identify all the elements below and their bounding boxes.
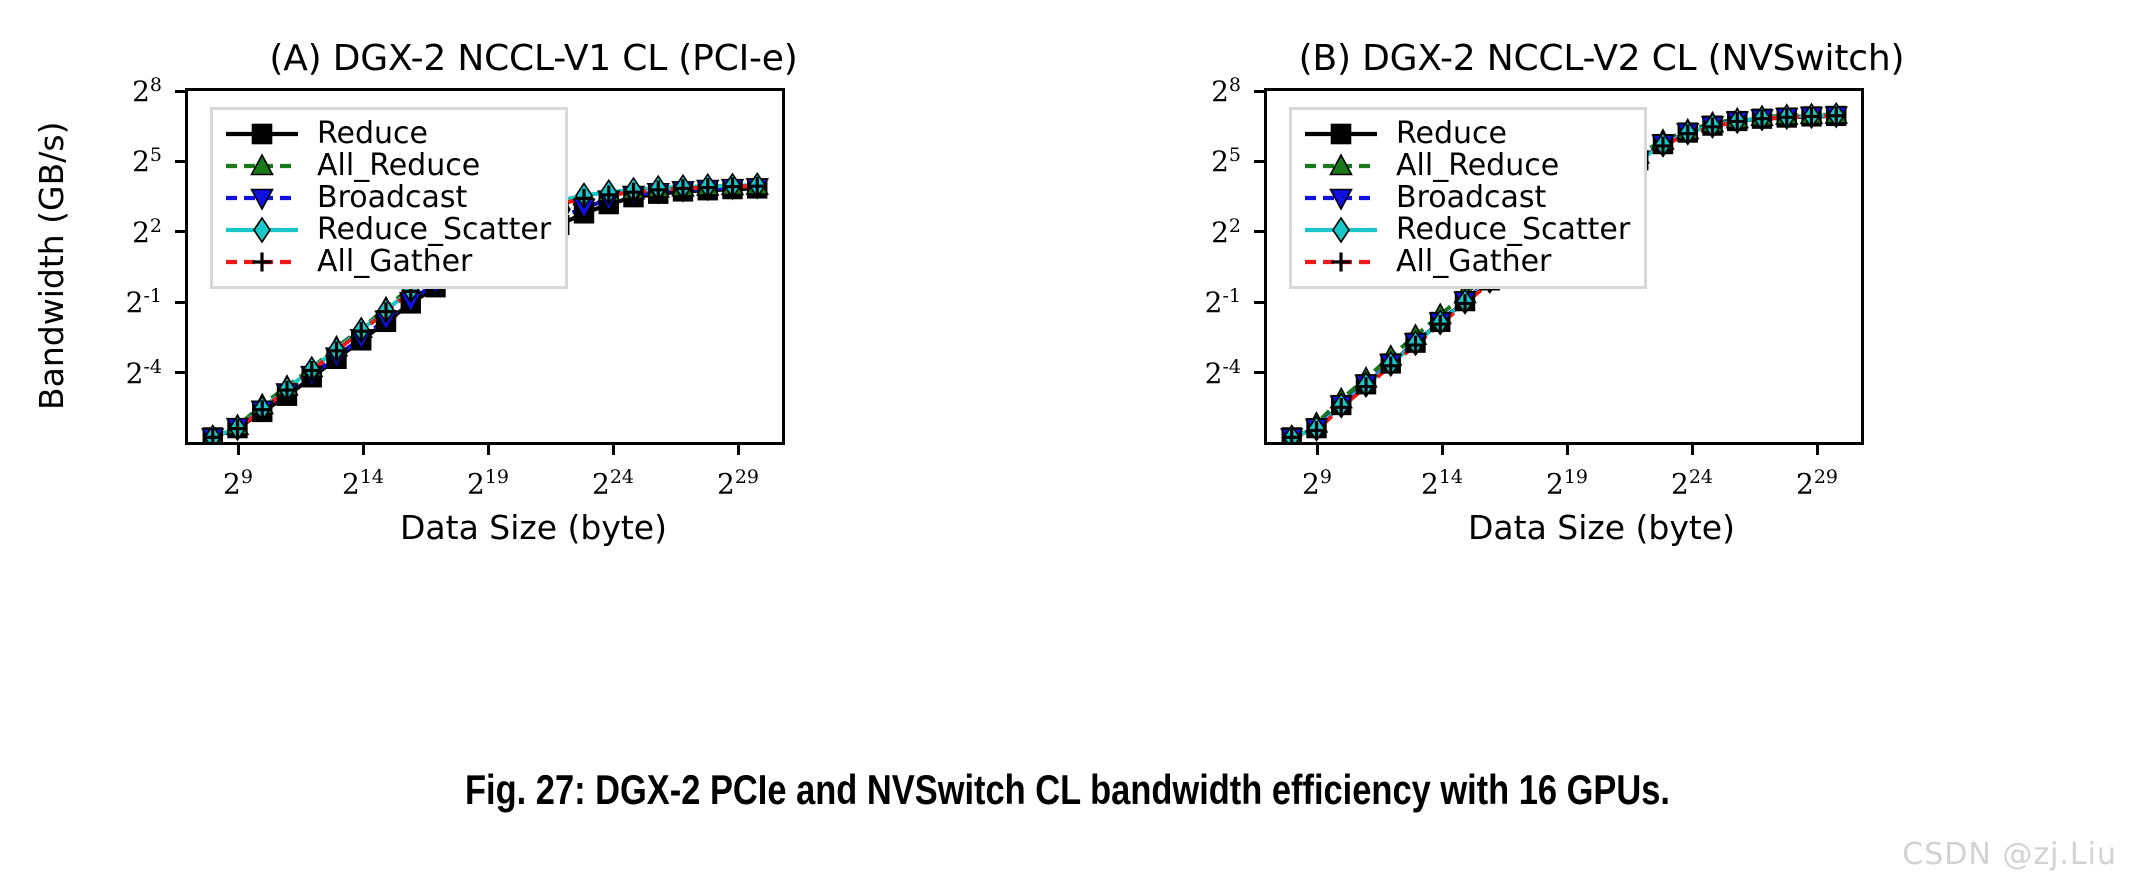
triangle-up-marker-icon xyxy=(1302,151,1380,181)
plus-marker-icon xyxy=(223,247,301,277)
x-tick-mark xyxy=(361,442,365,455)
triangle-down-marker-icon xyxy=(223,183,301,213)
x-tick-label: 214 xyxy=(1420,466,1464,501)
legend-item-all_gather[interactable]: All_Gather xyxy=(1302,246,1630,278)
y-tick-label: 22 xyxy=(1211,214,1241,250)
y-tick-mark xyxy=(1254,159,1267,163)
x-tick-mark xyxy=(1565,442,1569,455)
square-marker-icon xyxy=(1302,119,1380,149)
panel-a-legend: Reduce All_Reduce Broadcast Reduce_Scatter A… xyxy=(210,107,569,289)
legend-item-label: Reduce xyxy=(317,116,428,151)
legend-item-label: All_Gather xyxy=(317,244,473,279)
legend-item-label: All_Reduce xyxy=(317,148,481,183)
figure-caption: Fig. 27: DGX-2 PCIe and NVSwitch CL band… xyxy=(465,766,1670,813)
y-tick-mark xyxy=(175,89,188,93)
x-tick-label: 29 xyxy=(223,466,253,501)
x-tick-label: 219 xyxy=(466,466,510,501)
diamond-marker-icon xyxy=(1302,215,1380,245)
legend-item-label: Reduce_Scatter xyxy=(317,212,552,247)
legend-item-reduce_scatter[interactable]: Reduce_Scatter xyxy=(223,214,551,246)
x-tick-label: 229 xyxy=(716,466,760,501)
legend-item-reduce_scatter[interactable]: Reduce_Scatter xyxy=(1302,214,1630,246)
x-tick-label: 229 xyxy=(1795,466,1839,501)
y-tick-mark xyxy=(175,159,188,163)
x-tick-label: 219 xyxy=(1545,466,1589,501)
diamond-marker-icon xyxy=(223,215,301,245)
x-tick-label: 214 xyxy=(341,466,385,501)
panel-b-title: (B) DGX-2 NCCL-V2 CL (NVSwitch) xyxy=(1298,38,1905,79)
y-tick-label: 2-4 xyxy=(1204,355,1241,390)
y-tick-label: 25 xyxy=(132,144,162,179)
y-tick-label: 28 xyxy=(132,73,162,109)
y-tick-mark xyxy=(175,371,188,375)
x-tick-mark xyxy=(611,442,615,455)
square-marker-icon xyxy=(223,119,301,149)
legend-item-label: Reduce xyxy=(1396,116,1507,151)
legend-item-reduce[interactable]: Reduce xyxy=(223,118,551,150)
legend-item-label: Broadcast xyxy=(317,180,468,215)
y-tick-mark xyxy=(1254,300,1267,304)
y-tick-label: 25 xyxy=(1211,144,1241,179)
y-tick-label: 2-1 xyxy=(1204,285,1241,320)
legend-item-broadcast[interactable]: Broadcast xyxy=(1302,182,1630,214)
legend-item-label: Reduce_Scatter xyxy=(1396,212,1631,247)
legend-item-label: All_Reduce xyxy=(1396,148,1560,183)
chart-panels: (A) DGX-2 NCCL-V1 CL (PCI-e) Reduce All_R… xyxy=(0,0,2135,760)
x-tick-label: 224 xyxy=(1670,466,1714,501)
triangle-down-marker-icon xyxy=(1302,183,1380,213)
y-tick-mark xyxy=(1254,89,1267,93)
y-tick-mark xyxy=(175,230,188,234)
y-tick-mark xyxy=(1254,371,1267,375)
panel-b-legend: Reduce All_Reduce Broadcast Reduce_Scatter A… xyxy=(1289,107,1648,289)
legend-item-label: Broadcast xyxy=(1396,180,1547,215)
x-tick-mark xyxy=(1315,442,1319,455)
legend-item-all_reduce[interactable]: All_Reduce xyxy=(1302,150,1630,182)
x-tick-label: 224 xyxy=(591,466,635,501)
watermark: CSDN @zj.Liu xyxy=(1902,837,2117,872)
panel-a-y-axis-title: Bandwidth (GB/s) xyxy=(32,121,71,410)
legend-item-reduce[interactable]: Reduce xyxy=(1302,118,1630,150)
panel-a-plot-area: Reduce All_Reduce Broadcast Reduce_Scatter A… xyxy=(126,74,785,500)
panel-b-plot-area: Reduce All_Reduce Broadcast Reduce_Scatter A… xyxy=(1205,74,1864,500)
legend-item-all_reduce[interactable]: All_Reduce xyxy=(223,150,551,182)
x-tick-label: 29 xyxy=(1302,466,1332,501)
y-tick-mark xyxy=(1254,230,1267,234)
x-tick-mark xyxy=(486,442,490,455)
legend-item-all_gather[interactable]: All_Gather xyxy=(223,246,551,278)
panel-b: (B) DGX-2 NCCL-V2 CL (NVSwitch) Reduce Al… xyxy=(1068,0,2135,760)
y-tick-label: 28 xyxy=(1211,73,1241,109)
panel-a-title: (A) DGX-2 NCCL-V1 CL (PCI-e) xyxy=(269,38,798,79)
x-tick-mark xyxy=(1815,442,1819,455)
x-tick-mark xyxy=(736,442,740,455)
y-tick-label: 22 xyxy=(132,214,162,250)
plus-marker-icon xyxy=(1302,247,1380,277)
x-tick-mark xyxy=(1440,442,1444,455)
panel-a-x-axis-title: Data Size (byte) xyxy=(400,508,667,547)
x-tick-mark xyxy=(1690,442,1694,455)
panel-a: (A) DGX-2 NCCL-V1 CL (PCI-e) Reduce All_R… xyxy=(0,0,1067,760)
legend-item-label: All_Gather xyxy=(1396,244,1552,279)
y-tick-label: 2-1 xyxy=(125,285,162,320)
x-tick-mark xyxy=(236,442,240,455)
y-tick-mark xyxy=(175,300,188,304)
panel-b-x-axis-title: Data Size (byte) xyxy=(1468,508,1735,547)
triangle-up-marker-icon xyxy=(223,151,301,181)
legend-item-broadcast[interactable]: Broadcast xyxy=(223,182,551,214)
y-tick-label: 2-4 xyxy=(125,355,162,390)
